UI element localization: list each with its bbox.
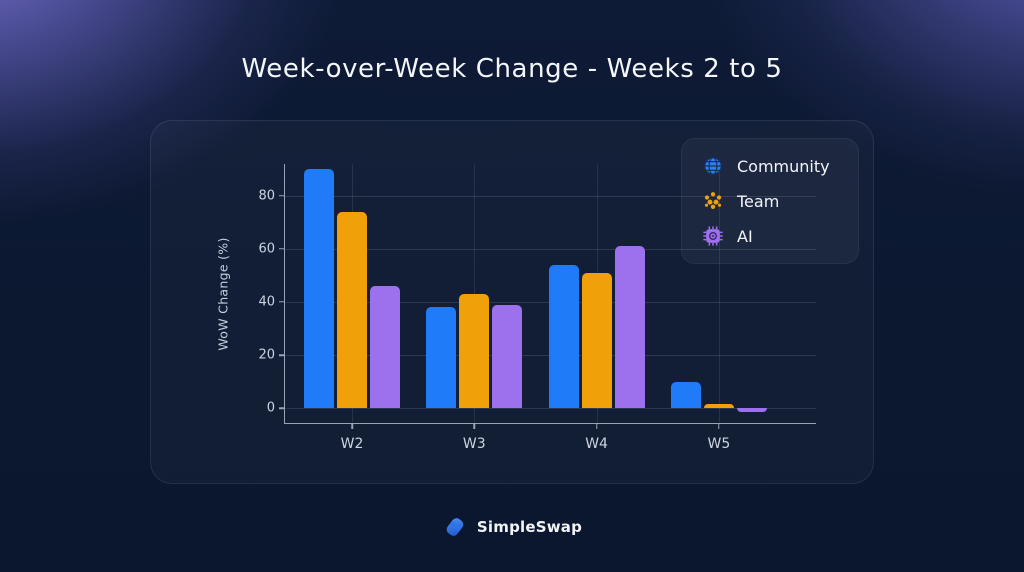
legend-item-team: Team [702, 190, 838, 212]
y-tick-mark [279, 248, 285, 250]
x-tick-mark [718, 423, 720, 429]
legend-label: Team [737, 191, 780, 211]
bar-community-w3 [426, 307, 457, 409]
bar-ai-w5 [736, 408, 767, 413]
team-icon [702, 190, 724, 212]
bar-ai-w2 [370, 286, 400, 409]
y-tick-mark [279, 301, 285, 303]
y-tick-label: 20 [258, 347, 275, 363]
bar-community-w5 [670, 381, 701, 409]
x-tick-mark [351, 423, 353, 429]
legend-label: Community [737, 156, 830, 176]
x-tick-mark [595, 423, 598, 429]
page-title: Week-over-Week Change - Weeks 2 to 5 [241, 54, 783, 84]
bar-team-w3 [459, 294, 490, 409]
y-tick-label: 60 [258, 241, 275, 257]
brand-name: SimpleSwap [476, 518, 583, 536]
legend-label: AI [737, 226, 753, 246]
x-tick-label-w4: W4 [585, 436, 608, 452]
gridline-y-60 [285, 248, 816, 250]
bar-ai-w3 [492, 304, 523, 409]
gridline-y-80 [285, 195, 816, 197]
x-tick-label-w2: W2 [340, 436, 364, 452]
y-tick-label: 80 [258, 188, 275, 204]
legend-item-ai: AI [702, 225, 838, 247]
chart-card: WoW Change (%) 0 20 40 60 80 W2 W3 W4 W5 Co [150, 120, 874, 484]
y-tick-mark [279, 195, 285, 197]
bar-ai-w4 [614, 246, 645, 409]
chart-legend: Community Team [681, 138, 859, 264]
bar-chart-plot-area: 0 20 40 60 80 W2 W3 W4 W5 [258, 164, 816, 452]
bar-team-w5 [703, 404, 734, 409]
gridline-x-w5 [718, 164, 720, 423]
gridline-y-0 [285, 408, 816, 410]
bar-team-w4 [581, 272, 612, 409]
bar-community-w4 [548, 264, 579, 409]
y-tick-mark [279, 407, 285, 409]
y-tick-label: 0 [266, 400, 275, 416]
y-tick-mark [279, 354, 285, 356]
bar-team-w2 [337, 211, 367, 409]
y-axis-label: WoW Change (%) [215, 237, 231, 351]
y-tick-label: 40 [258, 294, 275, 310]
globe-icon [702, 155, 724, 177]
chip-icon [702, 225, 724, 247]
legend-item-community: Community [702, 155, 838, 177]
x-tick-label-w5: W5 [707, 436, 731, 452]
x-tick-mark [473, 423, 476, 429]
gridline-x-w3 [474, 164, 476, 423]
simpleswap-logo-icon [442, 514, 468, 540]
brand-footer: SimpleSwap [0, 514, 1024, 540]
x-tick-label-w3: W3 [462, 436, 486, 452]
bar-community-w2 [304, 169, 334, 409]
